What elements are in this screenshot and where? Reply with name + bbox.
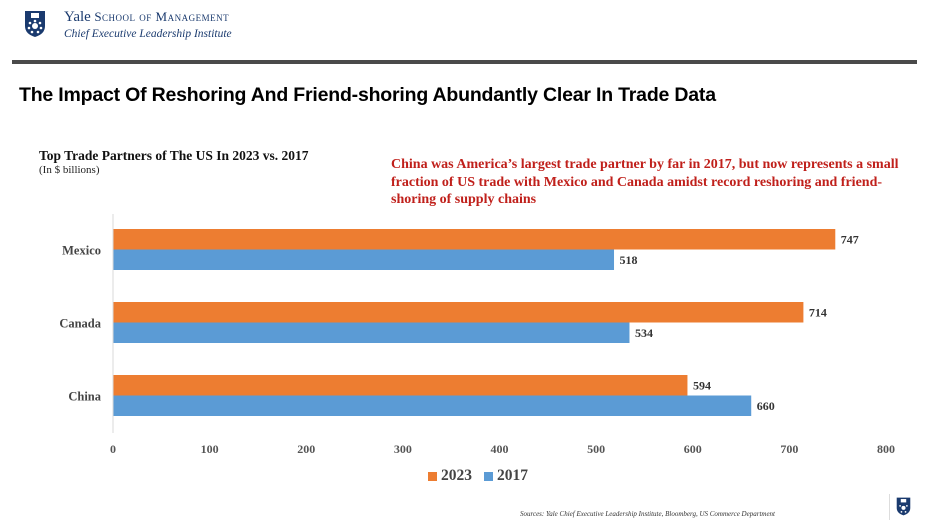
category-label-mexico: Mexico bbox=[62, 244, 101, 258]
legend-swatch-2017 bbox=[484, 471, 493, 481]
bar-china-2023 bbox=[113, 375, 688, 396]
brand-institute: Chief Executive Leadership Institute bbox=[64, 28, 232, 40]
data-label-china-2017: 660 bbox=[757, 399, 775, 413]
chart-subtitle: (In $ billions) bbox=[39, 164, 100, 176]
legend-label-2017: 2017 bbox=[497, 467, 528, 484]
x-tick-label-600: 600 bbox=[684, 442, 702, 456]
bar-mexico-2017 bbox=[113, 249, 615, 270]
data-label-mexico-2017: 518 bbox=[620, 253, 638, 267]
legend-item-2017: 2017 bbox=[484, 467, 528, 485]
data-label-china-2023: 594 bbox=[693, 378, 711, 392]
x-tick-label-300: 300 bbox=[394, 442, 412, 456]
category-label-china: China bbox=[68, 390, 101, 404]
chart-legend: 2023 2017 bbox=[428, 467, 540, 485]
x-tick-label-700: 700 bbox=[780, 442, 798, 456]
page-title: The Impact Of Reshoring And Friend-shori… bbox=[19, 84, 716, 106]
footer-divider bbox=[889, 494, 890, 520]
header-divider bbox=[12, 60, 917, 64]
yale-shield-small-icon bbox=[896, 497, 911, 516]
brand-name: Yale School of Management bbox=[64, 9, 229, 26]
x-tick-label-500: 500 bbox=[587, 442, 605, 456]
chart-title: Top Trade Partners of The US In 2023 vs.… bbox=[39, 148, 309, 163]
sources-note: Sources: Yale Chief Executive Leadership… bbox=[520, 510, 775, 518]
data-label-mexico-2023: 747 bbox=[841, 232, 859, 246]
bar-canada-2023 bbox=[113, 302, 804, 323]
x-tick-label-800: 800 bbox=[877, 442, 895, 456]
data-label-canada-2017: 534 bbox=[635, 326, 653, 340]
legend-item-2023: 2023 bbox=[428, 467, 472, 485]
chart-annotation: China was America’s largest trade partne… bbox=[391, 157, 899, 207]
x-tick-label-400: 400 bbox=[491, 442, 509, 456]
category-label-canada: Canada bbox=[59, 317, 101, 331]
x-tick-label-100: 100 bbox=[201, 442, 219, 456]
bar-mexico-2023 bbox=[113, 229, 836, 250]
yale-shield-icon bbox=[25, 11, 45, 37]
x-tick-label-200: 200 bbox=[297, 442, 315, 456]
brand-school: School of Management bbox=[94, 9, 230, 24]
bar-china-2017 bbox=[113, 395, 752, 416]
legend-label-2023: 2023 bbox=[441, 467, 472, 484]
data-label-canada-2023: 714 bbox=[809, 305, 827, 319]
x-tick-label-0: 0 bbox=[110, 442, 116, 456]
bar-canada-2017 bbox=[113, 322, 630, 343]
legend-swatch-2023 bbox=[428, 471, 437, 481]
brand-yale: Yale bbox=[64, 9, 91, 25]
